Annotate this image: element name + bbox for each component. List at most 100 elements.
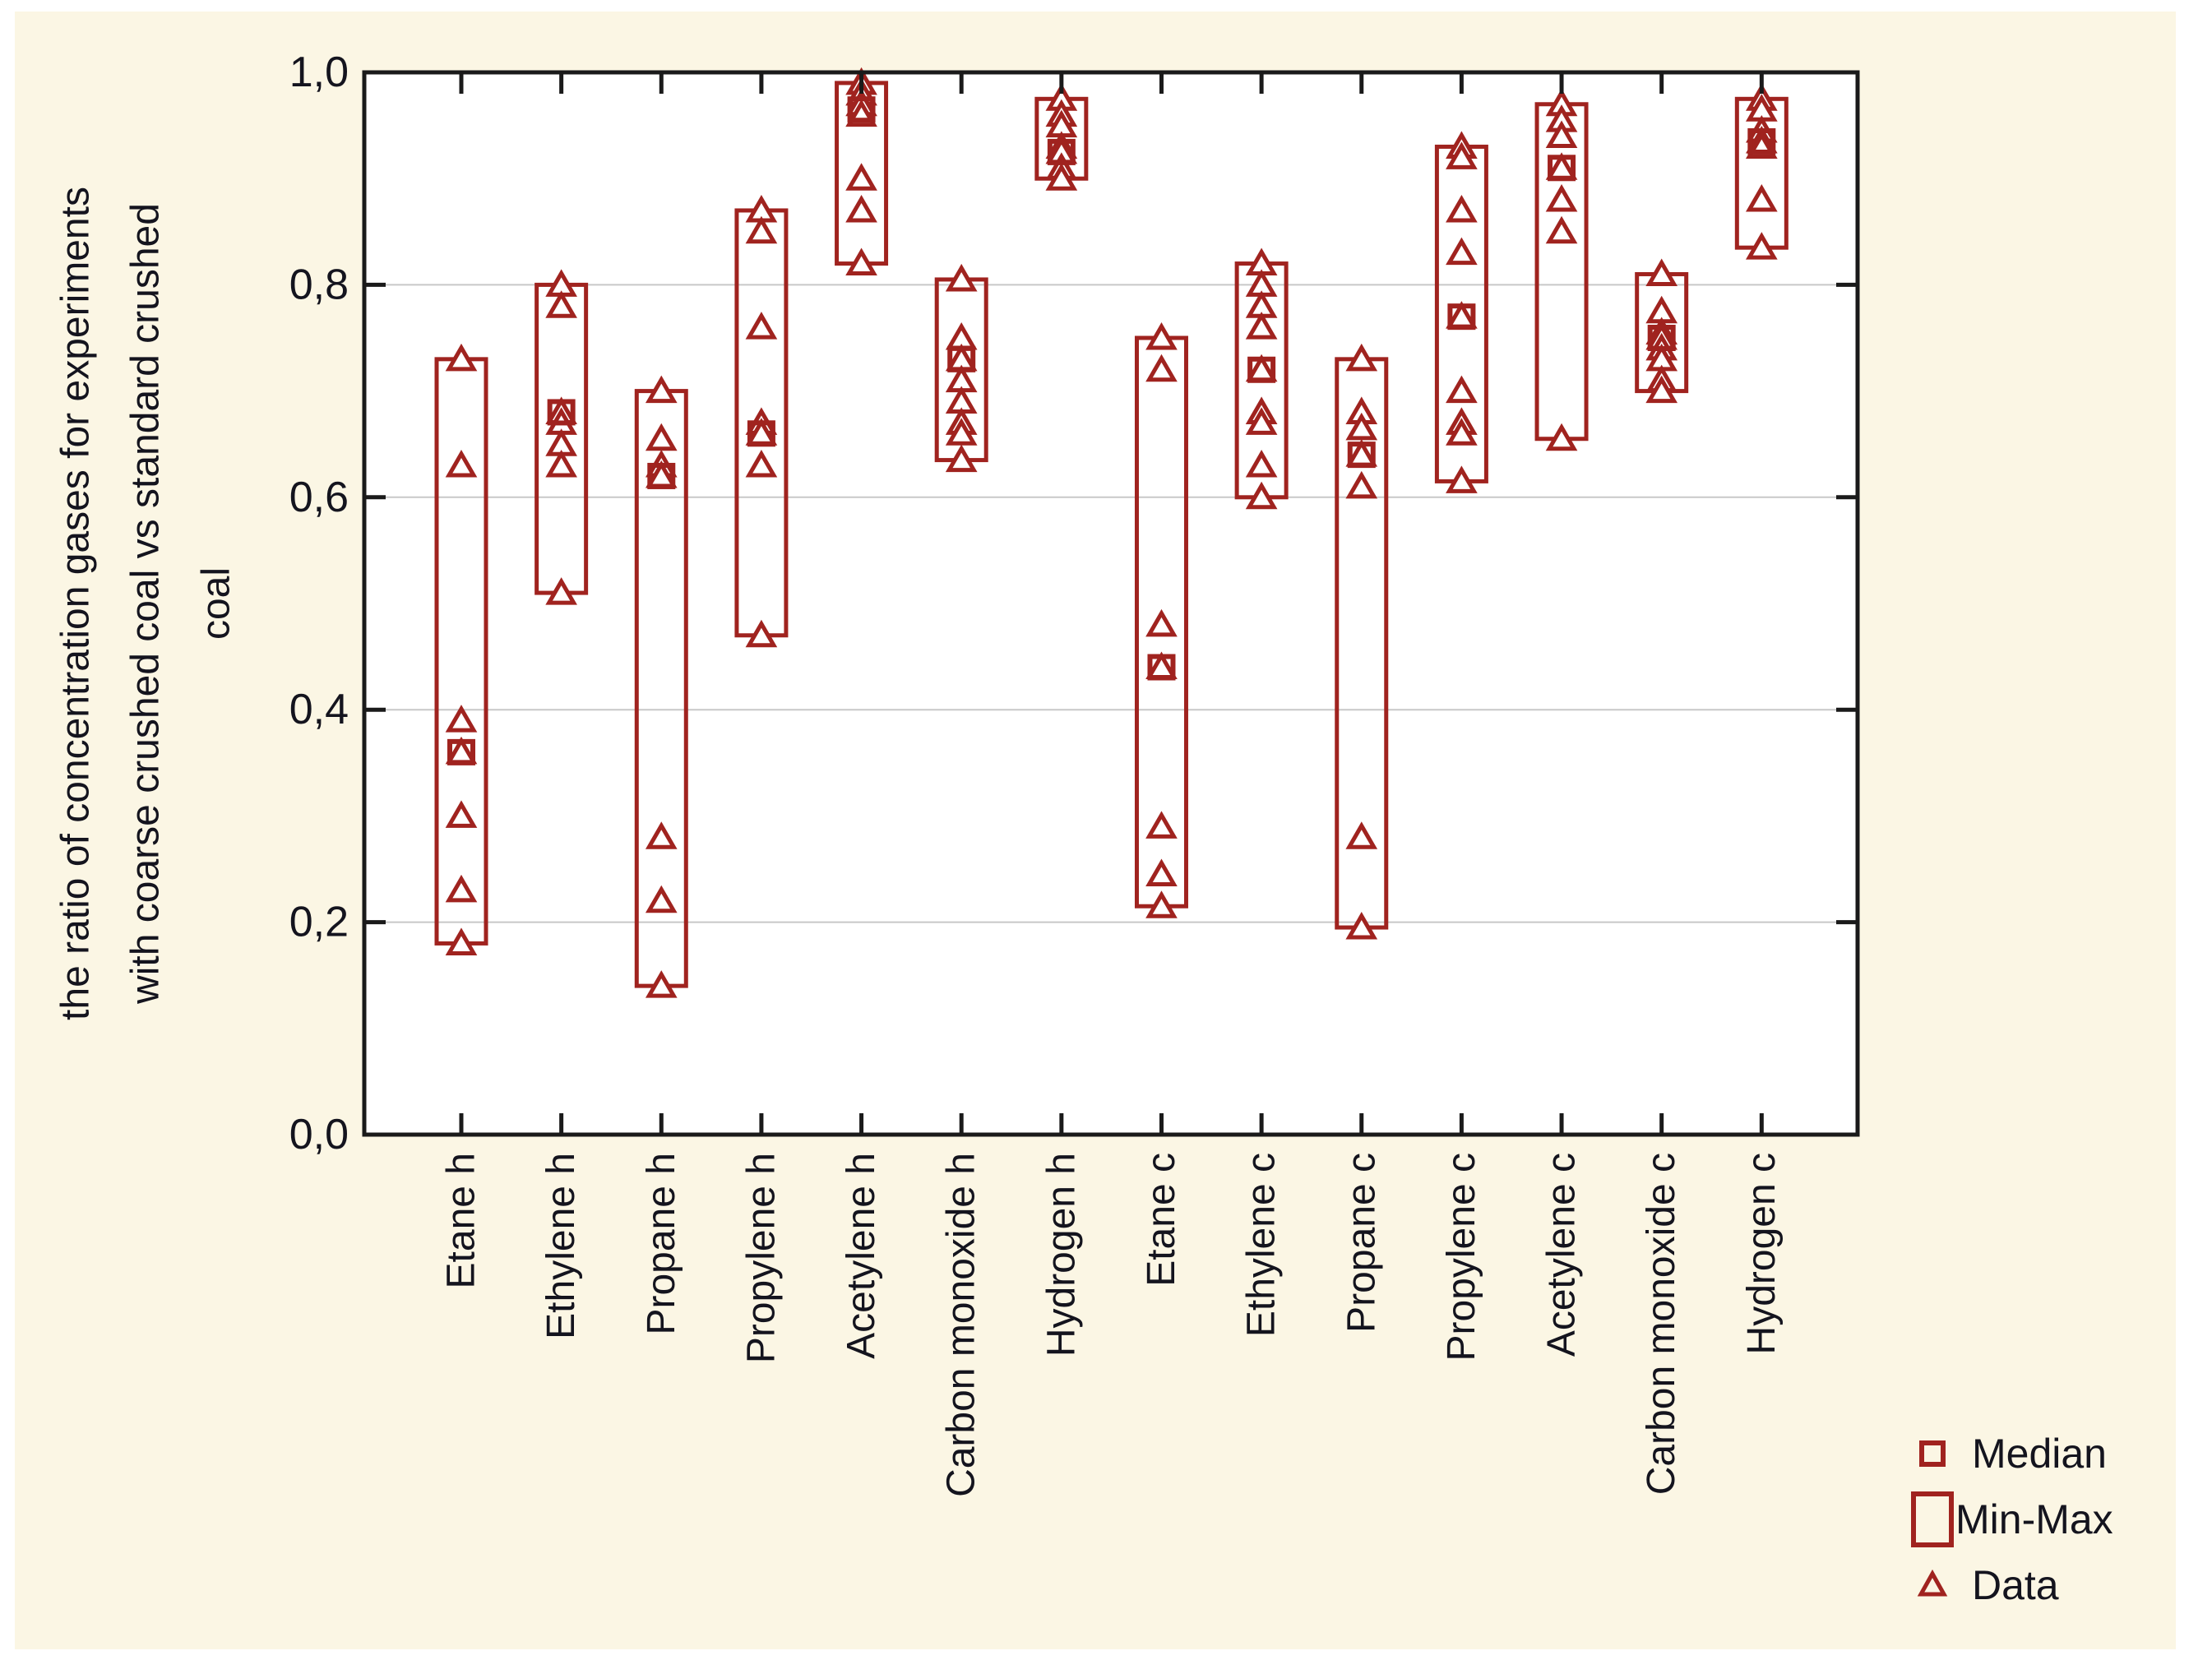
data-point [1145,608,1178,637]
data-point [445,343,478,372]
data-point [545,577,577,605]
y-tick-label: 0,8 [289,261,349,308]
x-category-label: Propylene h [739,1153,783,1363]
data-point [745,215,778,244]
data-point [1446,465,1478,493]
data-point [845,194,877,223]
data-point [1645,375,1678,404]
data-point [1446,375,1478,404]
minmax-boxes-layer [434,67,1789,998]
legend: Median Min-Max Data [1911,1431,2113,1608]
data-point [645,375,678,404]
data-point [1145,811,1178,839]
data-point [545,290,577,318]
data-point [1345,912,1378,940]
median-marker [1548,155,1576,182]
data-point [1446,237,1478,266]
median-marker [1647,325,1676,351]
data-point [445,927,478,955]
data-point [1345,343,1378,372]
data-point [1145,890,1178,918]
median-marker [547,399,576,426]
data-point [545,450,577,478]
x-category-label: Propylene c [1440,1153,1483,1361]
data-point [1145,321,1178,350]
x-category-label: Carbon monoxide h [940,1153,983,1497]
data-point [1545,423,1578,451]
data-point [1345,412,1378,441]
legend-median-marker [1919,1440,1946,1467]
data-point [1145,354,1178,382]
plot-frame [362,70,1860,1137]
median-marker [747,420,775,447]
legend-minmax-marker [1911,1491,1954,1547]
data-point [445,874,478,903]
y-axis-title: the ratio of concentration gases for exp… [54,187,238,1020]
data-point [1145,858,1178,886]
data-point [1245,450,1278,478]
data-point [1745,232,1778,260]
data-point [445,450,478,478]
data-point [1045,163,1078,191]
x-category-label: Acetylene h [840,1153,883,1359]
y-tick-label: 1,0 [289,49,349,96]
y-tick-labels: 0,0 0,2 0,4 0,6 0,8 1,0 [289,49,349,1158]
x-category-label: Etane c [1140,1153,1183,1287]
data-point [1745,184,1778,212]
legend-data-label: Data [1972,1562,2059,1608]
legend-minmax-label: Min-Max [1955,1496,2113,1542]
median-marker [1247,356,1276,383]
median-marker [847,96,876,123]
gridlines [364,284,1858,923]
data-point [1545,215,1578,244]
x-category-label: Etane h [440,1153,484,1288]
median-marker [1047,138,1076,165]
y-tick-label: 0,6 [289,474,349,521]
x-category-label: Ethylene h [539,1153,583,1339]
x-category-label: Hydrogen c [1740,1153,1784,1354]
x-category-label: Hydrogen h [1039,1153,1083,1357]
median-marker [647,462,676,489]
data-point [745,619,778,648]
x-category-label: Propane h [640,1153,683,1335]
y-tick-label: 0,4 [289,686,349,733]
data-point [1446,141,1478,169]
data-point [1446,418,1478,446]
median-marker [1747,127,1776,155]
y-axis-title-line-1: the ratio of concentration gases for exp… [54,187,98,1020]
median-marker [947,345,976,372]
x-category-label: Ethylene c [1240,1153,1284,1337]
data-point [645,821,678,849]
data-point [1345,821,1378,849]
data-point [645,970,678,998]
data-point [745,312,778,340]
median-marker [1347,442,1376,469]
data-point [945,263,978,292]
data-point [845,247,877,276]
data-point [745,450,778,478]
data-point [945,418,978,446]
y-tick-label: 0,0 [289,1111,349,1158]
data-point [445,800,478,828]
data-point [645,423,678,451]
legend-data-marker [1917,1569,1948,1597]
median-marker [1447,303,1476,331]
data-point [1245,407,1278,435]
data-point [1245,312,1278,340]
data-point [1345,470,1378,499]
data-point [845,163,877,191]
x-category-labels: Etane h Ethylene h Propane h Propylene h Ace… [440,1153,1784,1497]
legend-median-label: Median [1972,1431,2107,1477]
median-marker [1147,654,1176,681]
x-category-label: Propane c [1340,1153,1383,1333]
data-point [945,444,978,473]
data-point [1645,258,1678,286]
data-point [645,885,678,913]
x-category-label: Carbon monoxide c [1640,1153,1683,1495]
y-tick-label: 0,2 [289,899,349,946]
y-axis-title-line-3: coal [195,567,238,640]
data-point [1446,194,1478,223]
axis-ticks-layer [364,70,1858,1137]
